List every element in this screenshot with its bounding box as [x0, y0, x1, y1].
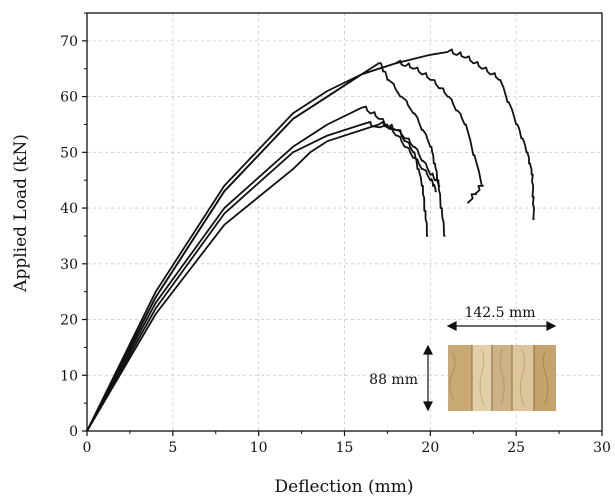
curve-specimen-2 [86, 59, 484, 432]
specimen-cross-section-photo [448, 345, 556, 411]
height-dimension-arrow [423, 344, 433, 412]
y-tick-label: 60 [60, 90, 78, 106]
width-dimension-arrow [446, 321, 557, 331]
y-axis-ticks: 0 10 20 30 40 50 60 70 [60, 12, 87, 440]
load-deflection-curves [86, 48, 535, 432]
x-tick-label: 25 [507, 440, 525, 456]
y-tick-label: 0 [69, 424, 78, 440]
width-dimension-label: 142.5 mm [464, 305, 535, 321]
curve-specimen-3 [86, 48, 535, 432]
curve-specimen-5 [86, 121, 429, 432]
y-tick-label: 20 [60, 313, 78, 329]
y-tick-label: 40 [60, 201, 78, 217]
curve-specimen-4 [86, 105, 437, 432]
x-tick-label: 0 [83, 440, 92, 456]
height-dimension-label: 88 mm [369, 372, 418, 388]
curve-specimen-6 [86, 121, 441, 432]
x-tick-label: 30 [593, 440, 611, 456]
y-tick-label: 50 [60, 145, 78, 161]
y-axis-title: Applied Load (kN) [11, 134, 31, 293]
x-tick-label: 5 [168, 440, 177, 456]
x-tick-label: 20 [421, 440, 439, 456]
y-tick-label: 10 [60, 368, 78, 384]
y-tick-label: 30 [60, 257, 78, 273]
x-axis-title: Deflection (mm) [275, 477, 414, 497]
x-tick-label: 15 [336, 440, 354, 456]
x-axis-ticks: 0 5 10 15 20 25 30 [83, 431, 611, 456]
x-tick-label: 10 [250, 440, 268, 456]
y-tick-label: 70 [60, 34, 78, 50]
